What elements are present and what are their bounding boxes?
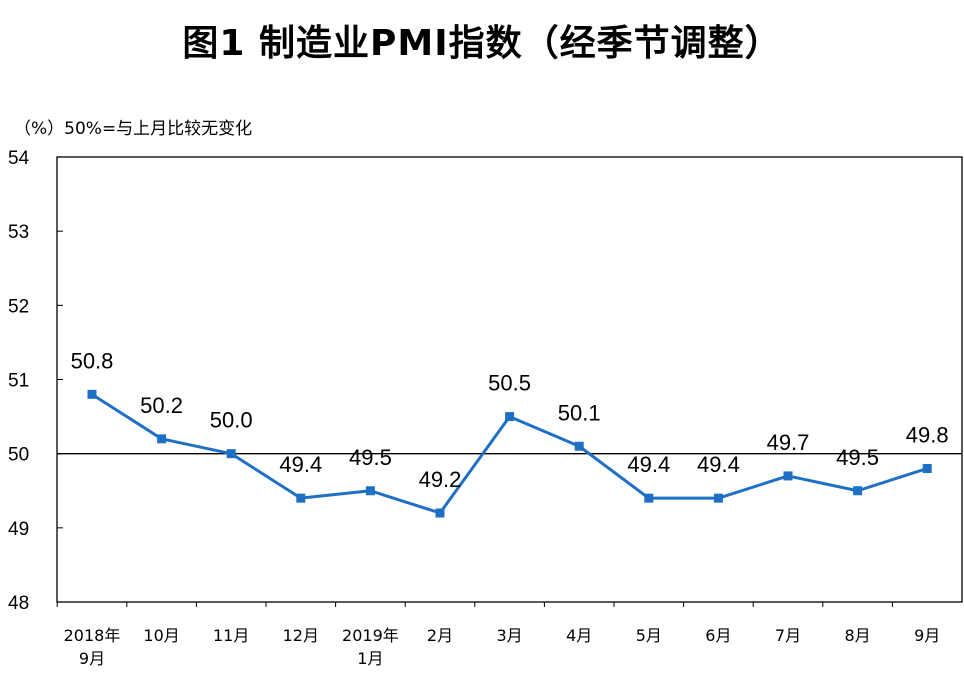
- y-tick-label: 54: [8, 148, 30, 169]
- x-tick-label: 5月: [636, 626, 662, 645]
- x-tick-label: 2019年: [342, 626, 399, 645]
- x-tick-label: 7月: [775, 626, 801, 645]
- data-point-marker: [713, 493, 723, 503]
- data-label: 49.2: [419, 467, 462, 492]
- y-tick-label: 53: [8, 222, 29, 243]
- data-point-marker: [226, 449, 236, 459]
- x-tick-label: 2月: [427, 626, 453, 645]
- data-label: 49.8: [906, 423, 949, 448]
- y-tick-label: 51: [8, 371, 29, 392]
- data-label: 50.8: [71, 348, 114, 373]
- x-tick-label: 10月: [143, 626, 179, 645]
- data-point-marker: [87, 389, 97, 399]
- data-point-marker: [365, 486, 375, 496]
- data-label: 49.5: [836, 445, 879, 470]
- unit-note: （%）50%=与上月比较无变化: [14, 119, 253, 139]
- data-label: 50.1: [558, 400, 601, 425]
- x-tick-label: 6月: [705, 626, 731, 645]
- data-point-marker: [644, 493, 654, 503]
- chart-title: 图1 制造业PMI指数（经季节调整）: [182, 23, 782, 64]
- data-point-marker: [922, 464, 932, 473]
- x-tick-label: 2018年: [64, 626, 121, 645]
- x-tick-label: 11月: [213, 626, 249, 645]
- data-point-marker: [157, 434, 167, 444]
- data-point-marker: [853, 486, 863, 496]
- data-label: 49.5: [349, 445, 392, 470]
- x-tick-label: 8月: [845, 626, 871, 645]
- data-label: 49.7: [767, 430, 810, 455]
- data-point-marker: [783, 471, 793, 481]
- x-tick-label: 9月: [914, 626, 940, 645]
- data-point-marker: [435, 508, 445, 518]
- x-tick-label: 3月: [497, 626, 523, 645]
- y-tick-label: 49: [8, 519, 29, 540]
- y-tick-label: 48: [8, 593, 29, 614]
- x-tick-label: 9月: [79, 649, 105, 668]
- x-tick-label: 12月: [283, 626, 319, 645]
- x-tick-label: 1月: [357, 649, 383, 668]
- data-label: 49.4: [279, 452, 322, 477]
- y-tick-label: 50: [8, 445, 29, 466]
- data-label: 49.4: [697, 452, 740, 477]
- data-label: 50.0: [210, 408, 253, 433]
- x-tick-label: 4月: [566, 626, 592, 645]
- y-tick-label: 52: [8, 296, 29, 317]
- data-point-marker: [505, 412, 515, 422]
- data-point-marker: [574, 441, 584, 451]
- data-point-marker: [296, 493, 306, 503]
- data-label: 50.2: [140, 393, 183, 418]
- data-label: 49.4: [627, 452, 670, 477]
- data-label: 50.5: [488, 371, 531, 396]
